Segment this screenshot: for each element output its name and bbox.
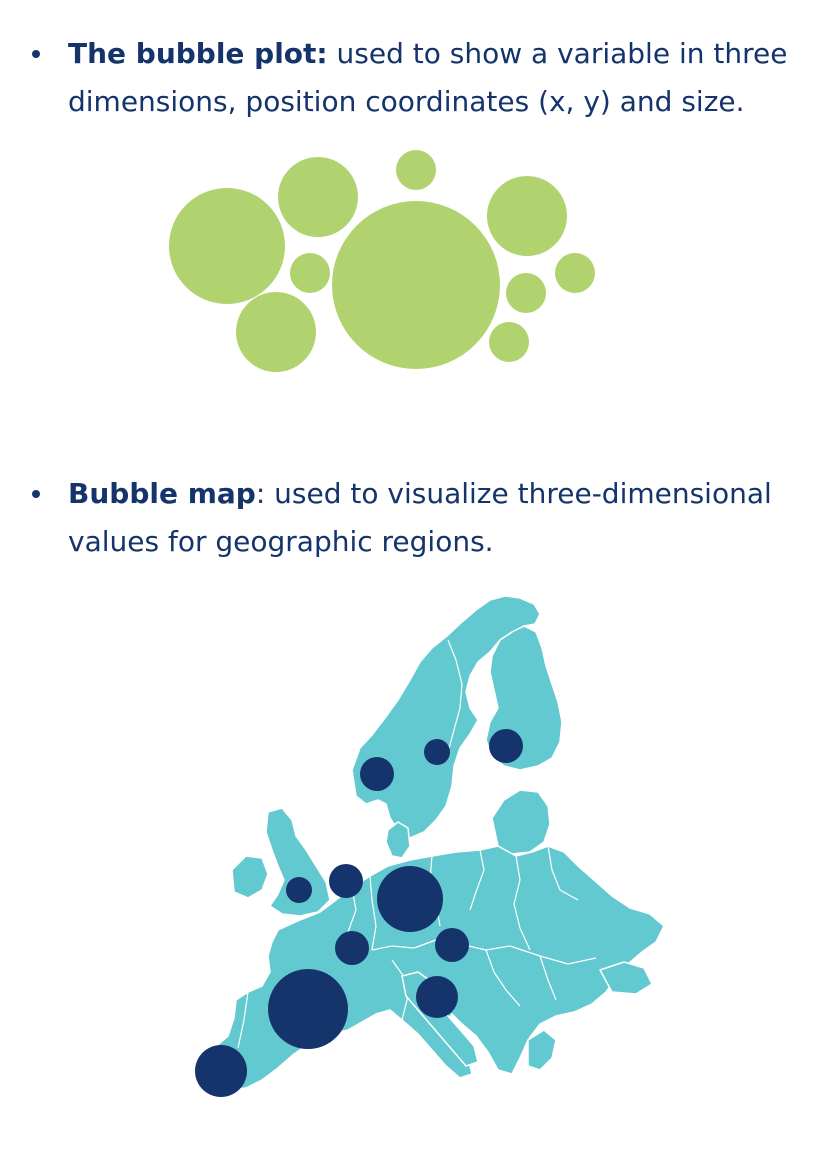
map-region-turkey-edge [599, 961, 653, 995]
map-bubble [416, 976, 458, 1018]
bubble [487, 176, 567, 256]
bullet-item-bubble-plot: The bubble plot: used to show a variable… [28, 24, 808, 124]
map-bubble [424, 739, 450, 765]
map-bubble [377, 866, 443, 932]
bullet-dot-icon [32, 490, 40, 498]
bullet-text: The bubble plot: used to show a variable… [68, 30, 808, 126]
map-region-ireland [231, 855, 269, 899]
bullet-term: Bubble map [68, 477, 256, 510]
map-bubble [335, 931, 369, 965]
bubble [489, 322, 529, 362]
bubble [290, 253, 330, 293]
bullet-term: The bubble plot: [68, 37, 328, 70]
bubble [332, 201, 500, 369]
map-bubble [329, 864, 363, 898]
bubble [278, 157, 358, 237]
map-region-baltics [491, 789, 551, 855]
map-region-denmark [385, 821, 411, 859]
bubble-plot-figure [169, 150, 595, 372]
map-bubble [195, 1045, 247, 1097]
map-bubble [435, 928, 469, 962]
bubble-map-figure [195, 595, 665, 1097]
bubble [169, 188, 285, 304]
map-bubble [489, 729, 523, 763]
map-bubble [268, 969, 348, 1049]
bubble [555, 253, 595, 293]
map-bubble [286, 877, 312, 903]
bubble [396, 150, 436, 190]
bullet-text: Bubble map: used to visualize three-dime… [68, 470, 808, 566]
bubble [506, 273, 546, 313]
map-region-great-britain [265, 807, 331, 917]
bullet-item-bubble-map: Bubble map: used to visualize three-dime… [28, 464, 808, 564]
bullet-description: : used to visualize three-dimensional va… [68, 477, 772, 558]
map-bubble [360, 757, 394, 791]
bubble [236, 292, 316, 372]
bubble-plot-bubbles [169, 150, 595, 372]
map-region-greece [527, 1029, 557, 1071]
bullet-dot-icon [32, 50, 40, 58]
bullet-description: used to show a variable in three dimensi… [68, 37, 788, 118]
map-bubbles [195, 729, 523, 1097]
